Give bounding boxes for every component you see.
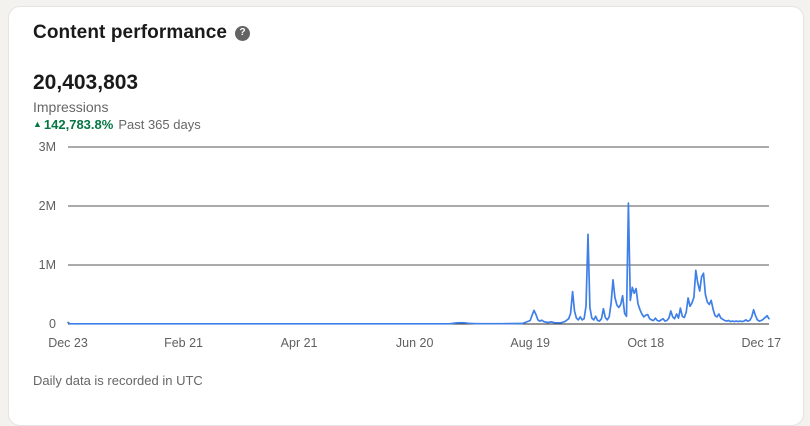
- y-tick-2M: 2M: [38, 199, 56, 213]
- utc-footnote: Daily data is recorded in UTC: [33, 373, 203, 388]
- change-percentage: 142,783.8%: [43, 117, 114, 132]
- impressions-total-value: 20,403,803: [33, 71, 139, 94]
- x-tick-jun-20: Jun 20: [395, 336, 434, 350]
- x-tick-oct-18: Oct 18: [627, 336, 665, 350]
- x-tick-aug-19: Aug 19: [510, 336, 550, 350]
- impressions-series-line: [67, 202, 770, 325]
- x-tick-feb-21: Feb 21: [164, 336, 204, 350]
- change-indicator: ▲ 142,783.8% Past 365 days: [33, 117, 201, 132]
- impressions-line-chart[interactable]: [9, 141, 805, 333]
- x-tick-apr-21: Apr 21: [280, 336, 318, 350]
- y-tick-0: 0: [49, 317, 56, 331]
- content-performance-card: Content performance ? 20,403,803 Impress…: [8, 6, 804, 426]
- change-period-label: Past 365 days: [118, 117, 201, 132]
- y-tick-1M: 1M: [38, 258, 56, 272]
- page-title: Content performance: [33, 22, 228, 43]
- y-tick-3M: 3M: [38, 140, 56, 154]
- x-tick-dec-17: Dec 17: [741, 336, 782, 350]
- x-tick-dec-23: Dec 23: [48, 336, 88, 350]
- impressions-metric-label: Impressions: [33, 99, 109, 115]
- help-icon[interactable]: ?: [235, 25, 251, 41]
- card-header: Content performance ?: [33, 22, 251, 44]
- trend-up-icon: ▲: [33, 119, 42, 129]
